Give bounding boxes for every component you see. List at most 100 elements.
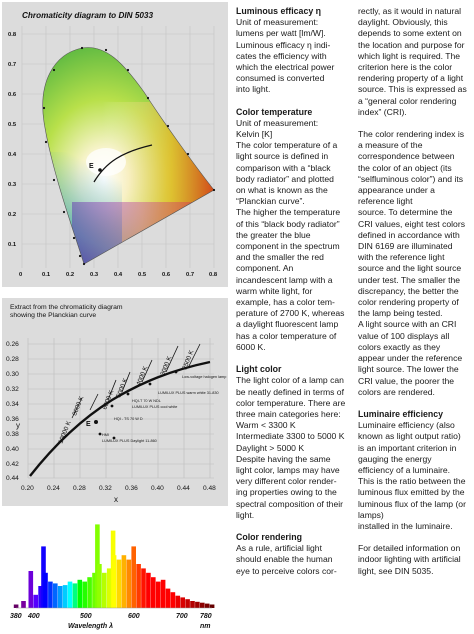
d1-xtick-0: 0 [19, 272, 22, 278]
spectrum-bar [141, 568, 146, 608]
d1-ytick-5: 0.6 [8, 92, 17, 98]
isotherms [71, 343, 201, 419]
para-din-reference: For detailed information on indoor light… [358, 543, 461, 576]
heading-color-rendering: Color rendering [236, 531, 302, 542]
spectrum-bar [62, 585, 68, 608]
planckian-curve [93, 144, 153, 183]
d2-xlabel: x [114, 495, 118, 504]
spectrum-bar [165, 588, 171, 608]
temp-8000: 8000 K [71, 395, 85, 417]
d1-xtick-8: 0.8 [209, 272, 218, 278]
d2-xtick-3: 0.32 [99, 485, 112, 492]
d2-ytick-6: 0.32 [6, 386, 19, 393]
lamp-markers [98, 370, 178, 440]
spectrum-bar [195, 601, 200, 608]
ann-lumilux-cw: LUMILUX PLUS cool white [132, 405, 177, 409]
spectrum-bar [38, 586, 43, 608]
para-light-color: The light color of a lamp can be neatly … [236, 375, 346, 520]
temp-5000: 5000 K [115, 377, 129, 399]
d2-ytick-4: 0.36 [6, 416, 19, 423]
spectrum-bar [102, 572, 107, 608]
d2-xtick-5: 0.40 [151, 485, 164, 492]
spectrum-bar [151, 577, 156, 608]
spectrum-bar [200, 602, 205, 608]
spectrum-bar [180, 597, 185, 608]
ann-hqi-ndl: HQI-T 70 W NDL [132, 399, 161, 403]
d2-ytick-9: 0.26 [6, 341, 19, 348]
spectrum-bar [209, 604, 215, 608]
spectrum-bar [131, 546, 136, 608]
locus-dots [42, 46, 216, 266]
spectrum-bar [72, 583, 78, 608]
spectrum-svg: 380 400 500 600 700 780 nm Wavelength λ [10, 524, 215, 630]
d2-title-2: showing the Planckian curve [10, 312, 96, 319]
d2-xtick-4: 0.36 [125, 485, 138, 492]
d1-ytick-1: 0.2 [8, 212, 16, 218]
spectrum-bar [121, 555, 127, 608]
para-cri-intro: rectly, as it would in natural daylight.… [358, 6, 467, 117]
spectrum-bar [204, 603, 210, 608]
text-column-middle: Luminous efficacy η Unit of measurement:… [236, 6, 351, 588]
d2-ytick-5: 0.34 [6, 401, 19, 408]
spectrum-bar [155, 581, 161, 608]
spectrum-bar [136, 564, 141, 608]
spectrum-bars [13, 524, 215, 608]
d2-point-label: E [86, 421, 91, 428]
spectrum-bar [21, 601, 26, 608]
ann-lumilux-ww: LUMILUX PLUS warm white 31-830 [158, 391, 219, 395]
d1-xtick-2: 0.2 [66, 272, 74, 278]
spec-xlabel: Wavelength λ [68, 622, 113, 630]
spectrum-bar [48, 581, 53, 608]
spec-tick-500: 500 [80, 613, 92, 620]
spectrum-bar [57, 586, 63, 608]
temp-4000: 4000 K [135, 365, 149, 387]
d2-ytick-2: 0.40 [6, 446, 19, 453]
para-color-rendering: As a rule, artificial light should enabl… [236, 543, 337, 576]
spectrum-bar [43, 572, 48, 608]
d1-ytick-7: 0.8 [8, 32, 17, 38]
d1-xtick-3: 0.3 [90, 272, 99, 278]
spec-tick-600: 600 [128, 613, 140, 620]
spectrum-bar [111, 555, 117, 608]
d1-xtick-4: 0.4 [114, 272, 123, 278]
spectrum-bar [106, 568, 112, 608]
spectrum-bar [92, 572, 97, 608]
spectrum-bar [160, 579, 166, 608]
white-point-marker [98, 168, 102, 172]
para-luminous-efficacy: Unit of measurement: lumens per watt [lm… [236, 17, 335, 95]
ann-hqi-wdl: HQI - TS 70 W D [114, 417, 143, 421]
para-cri-detail: The color rendering index is a measure o… [358, 129, 465, 397]
diagram1-title: Chromaticity diagram to DIN 5033 [22, 11, 153, 20]
spectrum-bar [82, 581, 87, 608]
d2-ytick-0: 0.44 [6, 475, 19, 482]
spec-tick-380: 380 [10, 613, 22, 620]
d1-ytick-4: 0.5 [8, 122, 17, 128]
d1-xtick-5: 0.5 [138, 272, 147, 278]
heading-luminaire-efficiency: Luminaire efficiency [358, 408, 444, 419]
d2-xtick-7: 0.48 [203, 485, 216, 492]
planckian-extract: Extract from the chromaticity diagram sh… [2, 298, 228, 506]
d2-xtick-0: 0.20 [21, 485, 34, 492]
spectrum-bar [67, 581, 73, 608]
spec-tick-780: 780 [200, 613, 212, 620]
spectrum-bar [175, 595, 181, 608]
d1-ytick-3: 0.4 [8, 152, 17, 158]
white-point-label: E [89, 163, 94, 170]
spec-tick-700: 700 [176, 613, 188, 620]
spectrum-bar [185, 599, 190, 608]
d1-ytick-6: 0.7 [8, 62, 16, 68]
para-luminaire-efficiency: Luminaire efficiency (also known as ligh… [358, 420, 466, 531]
d2-ytick-1: 0.42 [6, 461, 19, 468]
heading-light-color: Light color [236, 364, 282, 375]
spectrum-bar [33, 594, 38, 608]
para-color-temperature: Unit of measurement: Kelvin [K] The colo… [236, 117, 345, 352]
heading-luminous-efficacy: Luminous efficacy η [236, 6, 322, 16]
d2-xtick-6: 0.44 [177, 485, 190, 492]
spectrum-bar [53, 583, 58, 608]
spectrum-bar [146, 572, 151, 608]
chromaticity-svg: Chromaticity diagram to DIN 5033 E [8, 11, 218, 278]
d2-xtick-2: 0.28 [73, 485, 86, 492]
d1-ytick-0: 0.1 [8, 242, 17, 248]
d2-grid [27, 338, 214, 479]
planckian-svg: Extract from the chromaticity diagram sh… [6, 304, 226, 504]
